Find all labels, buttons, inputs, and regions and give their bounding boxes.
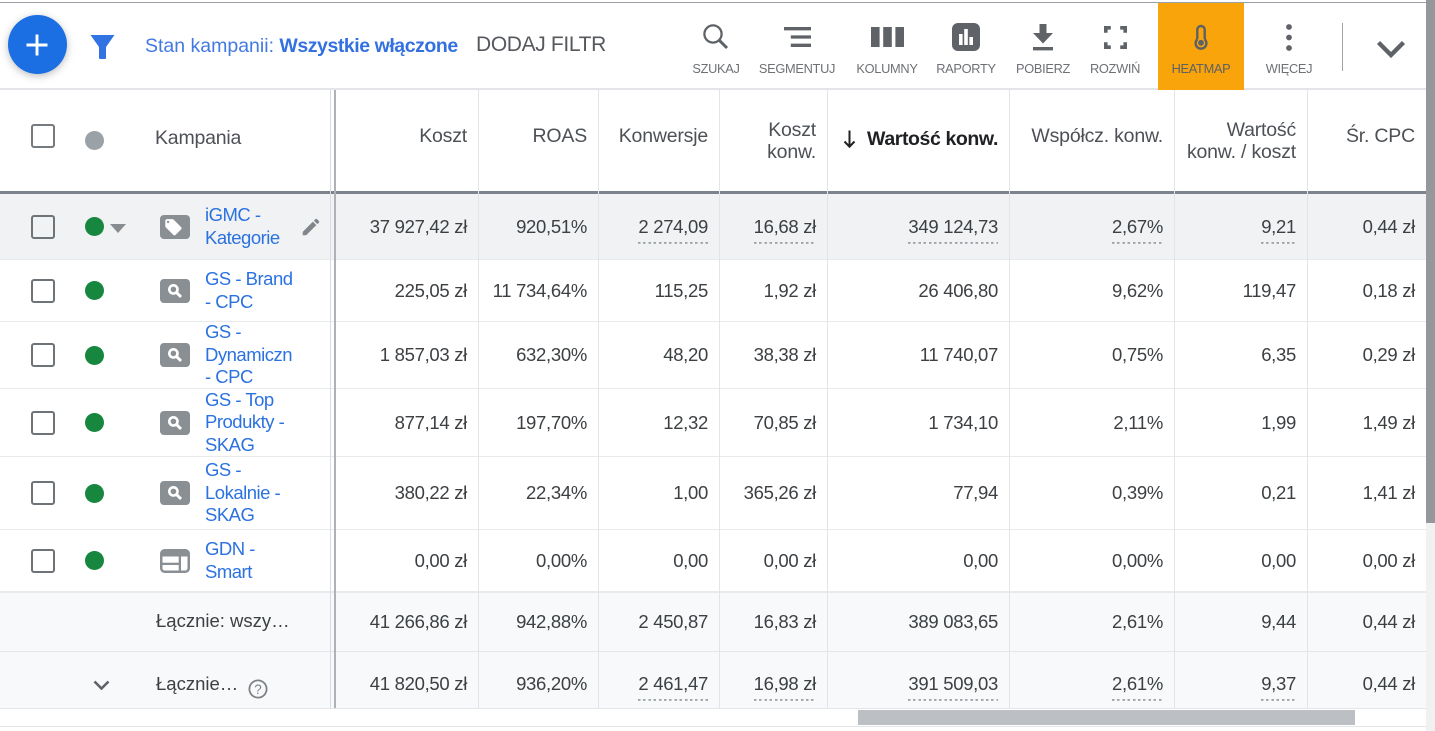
svg-text:?: ? (255, 681, 263, 696)
